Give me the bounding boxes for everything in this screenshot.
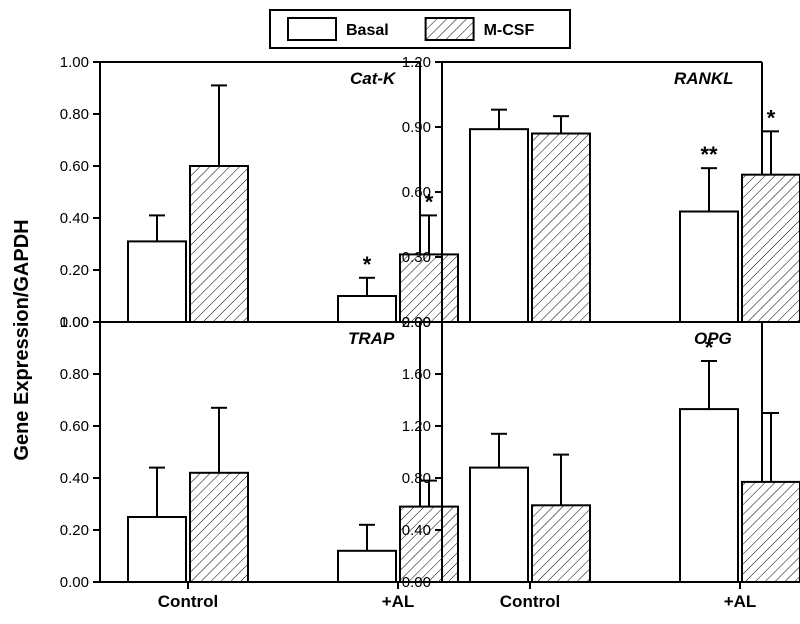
bar-trap-Control-basal xyxy=(128,517,186,582)
significance-marker: ** xyxy=(700,142,718,167)
y-tick-label: 0.80 xyxy=(60,366,89,383)
significance-marker: * xyxy=(767,105,776,130)
bar-rankl-Control-basal xyxy=(470,129,528,322)
bar-trap-plusAL-basal xyxy=(338,551,396,582)
y-tick-label: 0.40 xyxy=(60,470,89,487)
y-tick-label: 0.60 xyxy=(60,418,89,435)
bar-opg-Control-m-csf xyxy=(532,505,590,582)
y-tick-label: 2.00 xyxy=(402,314,431,331)
bar-rankl-plusAL-m-csf xyxy=(742,175,800,322)
panel-title-trap: TRAP xyxy=(348,329,395,348)
y-axis-label: Gene Expression/GAPDH xyxy=(11,219,33,460)
y-tick-label: 1.20 xyxy=(402,54,431,71)
bar-opg-Control-basal xyxy=(470,468,528,582)
significance-marker: * xyxy=(363,252,372,277)
bar-rankl-plusAL-basal xyxy=(680,212,738,323)
bar-trap-plusAL-m-csf xyxy=(400,507,458,582)
y-tick-label: 0.30 xyxy=(402,249,431,266)
legend-swatch-mcsf xyxy=(426,18,474,40)
legend-label-mcsf: M-CSF xyxy=(484,22,535,39)
y-tick-label: 0.20 xyxy=(60,522,89,539)
significance-marker: * xyxy=(705,335,714,360)
chart-root: Gene Expression/GAPDH Basal M-CSF 0.00 0.20 0… xyxy=(0,0,800,624)
y-tick-label: 0.60 xyxy=(402,184,431,201)
y-tick-label: 0.40 xyxy=(60,210,89,227)
bar-catk-plusAL-basal xyxy=(338,296,396,322)
x-tick-label: Control xyxy=(158,592,218,611)
y-tick-label: 1.60 xyxy=(402,366,431,383)
y-tick-label: 1.00 xyxy=(60,314,89,331)
bar-trap-Control-m-csf xyxy=(190,473,248,582)
bar-rankl-Control-m-csf xyxy=(532,134,590,323)
y-tick-label: 0.00 xyxy=(402,574,431,591)
y-tick-label: 0.60 xyxy=(60,158,89,175)
x-tick-label: +AL xyxy=(724,592,757,611)
y-tick-label: 0.00 xyxy=(60,574,89,591)
legend: Basal M-CSF xyxy=(270,10,570,48)
y-tick-label: 0.40 xyxy=(402,522,431,539)
panel-title-catk: Cat-K xyxy=(350,69,397,88)
y-tick-label: 0.20 xyxy=(60,262,89,279)
y-tick-label: 0.90 xyxy=(402,119,431,136)
y-tick-label: 1.00 xyxy=(60,54,89,71)
x-tick-label: +AL xyxy=(382,592,415,611)
bar-opg-plusAL-basal xyxy=(680,409,738,582)
legend-label-basal: Basal xyxy=(346,22,389,39)
legend-swatch-basal xyxy=(288,18,336,40)
bar-opg-plusAL-m-csf xyxy=(742,482,800,582)
bar-catk-Control-m-csf xyxy=(190,166,248,322)
panel-title-rankl: RANKL xyxy=(674,69,734,88)
y-tick-label: 1.20 xyxy=(402,418,431,435)
x-tick-label: Control xyxy=(500,592,560,611)
y-tick-label: 0.80 xyxy=(402,470,431,487)
y-tick-label: 0.80 xyxy=(60,106,89,123)
bar-catk-Control-basal xyxy=(128,241,186,322)
